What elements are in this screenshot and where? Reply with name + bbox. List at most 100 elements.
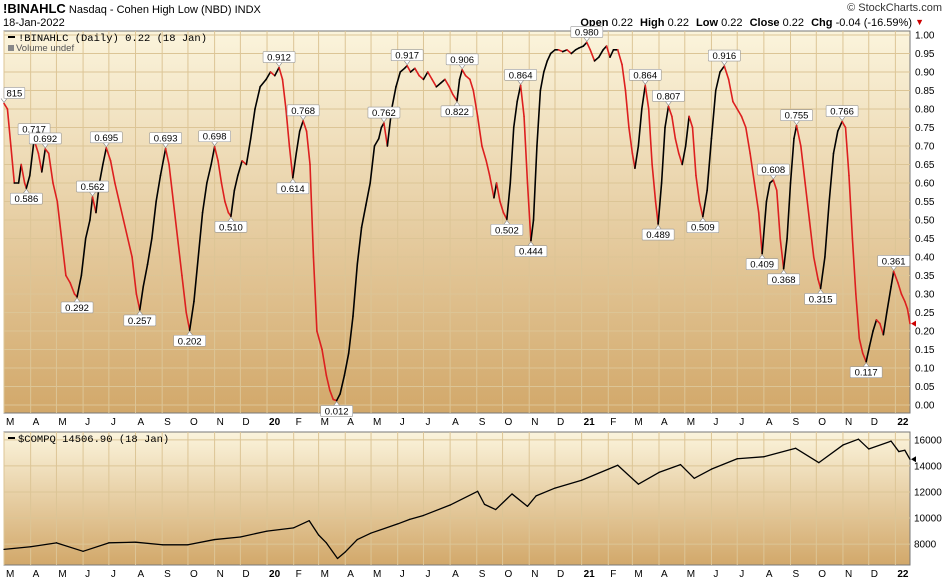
binahlc-segment [804, 182, 811, 221]
annotation-label: 0.906 [450, 55, 474, 66]
annotation-box [490, 223, 524, 236]
x-tick-label: N [531, 569, 538, 580]
binahlc-segment [312, 256, 318, 332]
y-tick-label: 0.30 [915, 290, 935, 301]
binahlc-segment [779, 237, 785, 270]
binahlc-segment [188, 300, 195, 332]
x-tick-label: D [557, 417, 564, 428]
chg-value: -0.04 (-16.59%) [835, 17, 912, 29]
compq-segment [617, 464, 640, 485]
binahlc-segment [295, 130, 301, 155]
binahlc-segment [80, 237, 87, 277]
annotation-box [652, 90, 685, 102]
compq-segment [898, 449, 906, 453]
symbol-name: Nasdaq - Cohen High Low (NBD) [68, 4, 232, 16]
compq-segment [266, 527, 295, 532]
binahlc-segment [904, 300, 909, 310]
binahlc-segment [444, 78, 451, 88]
binahlc-segment [660, 126, 666, 184]
binahlc-segment [499, 200, 505, 214]
x-tick-label: M [634, 417, 642, 428]
annotation-box [76, 180, 109, 193]
annotation-label: 0.912 [267, 53, 291, 64]
x-tick-label: F [610, 569, 616, 580]
x-tick-label: A [138, 569, 145, 580]
binahlc-segment [305, 130, 311, 166]
annotation-box [445, 53, 479, 66]
x-tick-label: N [217, 417, 224, 428]
binahlc-segment [585, 41, 592, 51]
binahlc-segment [269, 71, 276, 77]
binahlc-segment [285, 108, 291, 147]
x-tick-label: 20 [269, 569, 281, 580]
annotation-box [198, 130, 231, 143]
binahlc-segment [745, 126, 751, 155]
binahlc-segment [872, 319, 878, 332]
binahlc-segment [674, 137, 680, 155]
x-tick-label: O [190, 417, 198, 428]
compq-segment [495, 493, 513, 511]
binahlc-segment [605, 45, 611, 59]
annotation-box [641, 228, 675, 241]
binahlc-segment [631, 152, 636, 169]
binahlc-segment [621, 63, 627, 92]
x-tick-label: A [347, 417, 354, 428]
y-tick-label: 0.05 [915, 382, 935, 393]
binahlc-segment [824, 200, 830, 258]
annotation-pointer [890, 266, 897, 271]
y-tick-label: 1.00 [915, 31, 935, 42]
brand-link[interactable]: © StockCharts.com [847, 2, 942, 14]
x-tick-label: J [713, 569, 718, 580]
binahlc-segment [17, 163, 22, 184]
annotation-pointer [42, 143, 49, 149]
annotation-label: 0.502 [495, 225, 519, 236]
x-tick-label: O [190, 569, 198, 580]
annotation-box [123, 314, 157, 327]
annotation-label: 0.692 [33, 134, 57, 145]
binahlc-segment [723, 65, 730, 81]
binahlc-segment [146, 237, 153, 266]
x-tick-label: A [138, 417, 145, 428]
binahlc-segment [647, 108, 653, 166]
annotation-box [262, 51, 296, 63]
binahlc-segment [637, 108, 643, 147]
compq-segment [317, 534, 327, 544]
binahlc-segment [698, 200, 704, 218]
annotation-pointer [162, 143, 169, 149]
compq-segment [29, 542, 58, 548]
y-tick-label: 0.00 [915, 401, 935, 412]
annotation-label: 0.510 [219, 222, 243, 233]
annotation-pointer [770, 174, 777, 180]
annotation-pointer [583, 37, 591, 42]
annotation-label: 0.864 [509, 70, 533, 81]
y-tick-label: 0.90 [915, 68, 935, 79]
binahlc-segment [765, 182, 771, 203]
binahlc-segment [710, 89, 717, 140]
annotation-box [804, 293, 837, 305]
binahlc-segment [488, 174, 495, 199]
binahlc-segment [10, 145, 16, 184]
binahlc-segment [89, 196, 94, 221]
x-tick-label: A [661, 417, 668, 428]
binahlc-segment [213, 145, 219, 162]
x-tick-label: J [111, 569, 116, 580]
compq-segment [344, 538, 358, 553]
y-tick-label: 0.75 [915, 123, 935, 134]
binahlc-segment [426, 71, 433, 81]
annotation-pointer [227, 216, 235, 222]
high-label: High [640, 17, 665, 29]
x-tick-label: N [217, 569, 224, 580]
annotation-pointer [403, 60, 411, 66]
binahlc-segment [506, 182, 512, 221]
legend-top: !BINAHLC (Daily) 0.22 (18 Jan) [18, 33, 207, 45]
low-value: 0.22 [721, 17, 743, 29]
binahlc-segment [193, 256, 200, 303]
annotation-pointer [103, 142, 110, 148]
binahlc-segment [532, 145, 538, 221]
binahlc-segment [352, 263, 359, 318]
binahlc-segment [210, 145, 216, 166]
y-tick-label: 0.70 [915, 142, 935, 153]
annotation-box [3, 87, 26, 99]
binahlc-segment [168, 163, 175, 203]
binahlc-segment [516, 84, 522, 103]
